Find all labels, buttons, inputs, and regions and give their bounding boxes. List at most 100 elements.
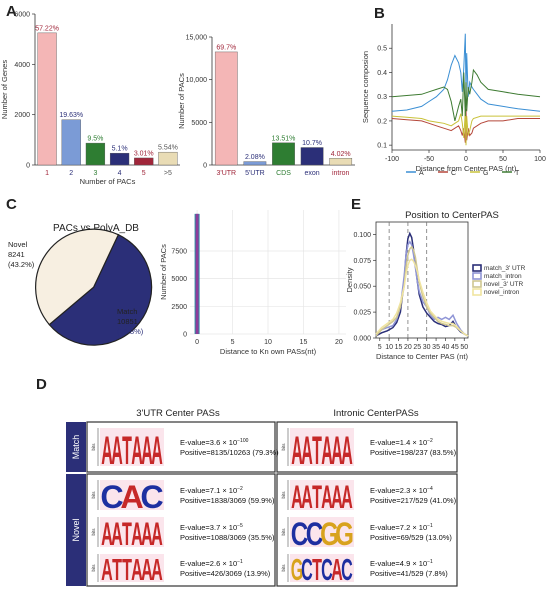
motif-logo-background [100,517,164,547]
genes-data-label: 57.22% [35,25,59,32]
pie-label-match-name: Match [117,307,137,316]
distance-bar-inner [195,213,199,334]
pacs-bar [300,147,324,166]
motif-logo-letter-c: C [321,554,333,588]
motif-logo-letter-g: G [320,517,339,553]
motif-logo-background [100,554,164,582]
motif-logo-bits-label: bits [281,528,286,536]
density-legend-label: novel_3' UTR [484,281,523,288]
panel-label-b: B [374,5,385,22]
composition-ytick-label: 0.1 [377,143,387,150]
composition-legend-label: G [483,170,488,177]
pacs-bar [329,158,353,166]
genes-xtick-label: >5 [164,170,172,177]
density-xtick-label: 10 [385,344,393,351]
density-ytick-label: 0.025 [353,310,371,317]
motif-positive: Positive=8135/10263 (79.3%) [180,448,279,457]
pie-label-novel-name: Novel [8,240,28,249]
distance-xtick-label: 20 [335,339,343,346]
pie-slice-novel [35,228,120,326]
distance-ytick-label: 5000 [171,276,187,283]
motif-logo-letter-a: A [101,517,113,552]
pie-label-novel-percent: (43.2%) [8,260,35,269]
density-legend-swatch [472,280,482,288]
genes-data-label: 9.5% [87,136,103,143]
density-ytick-label: 0.100 [353,232,371,239]
motif-logo-letter-c: C [291,517,308,553]
panel-label-d: D [36,376,47,393]
density-xtick-label: 15 [395,344,403,351]
composition-ytick-label: 0.2 [377,118,387,125]
distance-xtick-label: 10 [264,339,272,346]
motif-positive: Positive=69/529 (13.0%) [370,533,452,542]
density-xtick-label: 50 [460,344,468,351]
motif-logo-letter-a: A [131,554,143,588]
motif-evalue-base: E-value=3.6 × 10 [180,438,237,447]
genes-data-label: 5.1% [112,146,128,153]
motif-logo-letter-a: A [341,480,353,515]
motif-logo-bits-label: bits [281,564,286,572]
motif-logo-letter-a: A [111,429,123,474]
genes-ytick-label: 0 [26,163,30,170]
composition-xtick-label: 50 [499,156,507,163]
motif-logo-letter-t: T [112,554,122,588]
density-legend-swatch [472,272,482,280]
genes-bar [37,32,57,166]
density-frame [375,221,469,339]
distance-ytick-label: 2500 [171,304,187,311]
pie-label-match-percent: (56.8%) [117,327,144,336]
motif-logo-letter-c: C [140,479,163,515]
composition-legend-label: T [515,170,520,177]
distance-xtick-label: 5 [231,339,235,346]
pacs-bar [272,142,295,166]
pacs-bar [214,51,238,166]
motif-evalue: E-value=2.3 × 10−4 [370,486,433,495]
panel-label-a: A [6,3,17,20]
motif-col-header-utr: 3'UTR Center PASs [136,408,220,419]
pacs-ytick-label: 10,000 [186,77,208,84]
density-ylabel: Density [345,267,354,292]
motif-evalue-exponent: −1 [427,523,433,529]
panel-label-e: E [351,196,361,213]
motif-evalue-exponent: −1 [427,559,433,565]
motif-logo-letter-t: T [122,517,132,552]
motif-logo-letter-t: T [122,554,132,588]
composition-xtick-label: 100 [534,156,546,163]
density-legend-label: match_3' UTR [484,265,526,272]
motif-evalue-base: E-value=7.2 × 10 [370,523,427,532]
genes-ytick-label: 2000 [14,112,30,119]
density-title: Position to CenterPAS [405,210,499,221]
composition-ytick-label: 0.4 [377,70,387,77]
genes-bar [158,151,178,166]
density-legend-label: novel_intron [484,289,520,296]
density-xtick-label: 5 [378,344,382,351]
motif-positive: Positive=426/3069 (13.9%) [180,569,271,578]
pie-title: PACs vs PolyA_DB [53,223,139,234]
pacs-ytick-label: 15,000 [186,35,208,42]
motif-logo-letter-c: C [100,479,123,515]
genes-bar [61,119,81,166]
motif-logo-letter-a: A [101,554,113,588]
motif-logo-letter-a: A [331,429,343,474]
novel-cell-intron-border [276,473,458,587]
genes-xtick-label: 1 [45,170,49,177]
motif-evalue-base: E-value=2.6 × 10 [180,559,237,568]
motif-evalue-exponent: −4 [427,486,433,492]
motif-logo-letter-a: A [141,429,153,474]
genes-bar [134,157,154,166]
motif-logo-letter-a: A [151,554,163,588]
genes-xtick-label: 3 [93,170,97,177]
match-cell-intron-border [276,421,458,473]
distance-xtick-label: 0 [195,339,199,346]
motif-evalue-exponent: −2 [237,486,243,492]
pacs-ytick-label: 0 [203,163,207,170]
motif-table: 3'UTR Center PASs Intronic CenterPASs Ma… [66,408,458,588]
composition-xtick-label: -100 [385,156,399,163]
genes-bar [109,152,130,166]
distance-ylabel: Number of PACs [159,244,168,300]
density-xtick-label: 40 [442,344,450,351]
motif-logo-letter-a: A [301,429,313,474]
motif-logo-letter-a: A [341,429,353,474]
pacs-xtick-label: CDS [276,170,291,177]
